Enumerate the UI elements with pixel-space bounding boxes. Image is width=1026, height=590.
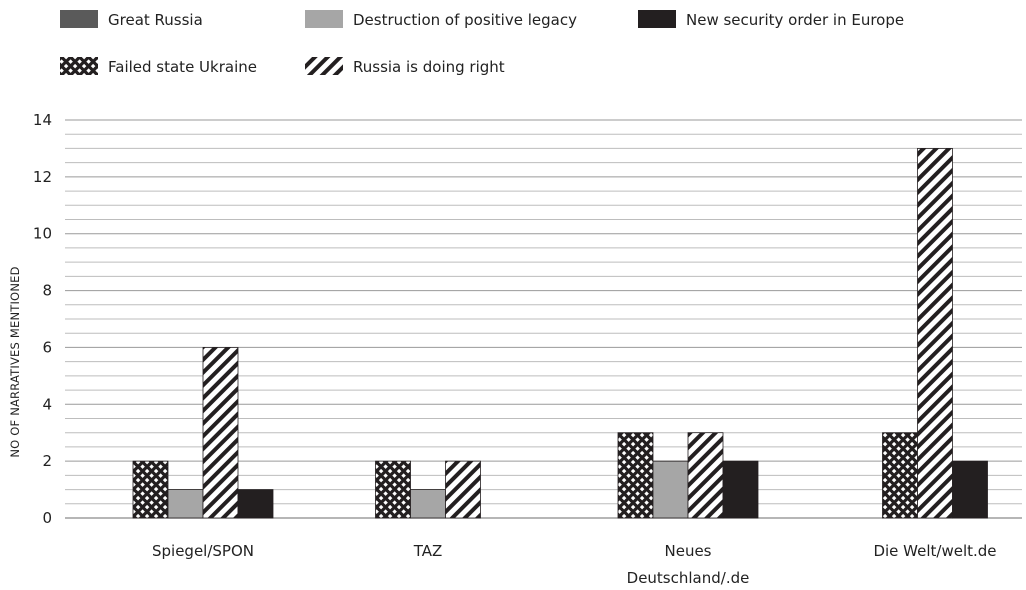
y-tick-label: 14 [33,111,52,129]
bar-russia-is-doing-right-2 [445,460,481,519]
x-category-label: Deutschland/.de [627,569,750,587]
y-axis: 0 2 4 6 8 10 12 14 [33,111,52,527]
legend-label: Failed state Ukraine [108,58,257,76]
bar-new-security-order-in-europe-1 [237,489,274,519]
legend-swatch [638,10,676,28]
bar-russia-is-doing-right-1 [202,347,239,519]
bar-new-security-order-in-europe-3 [722,460,759,519]
bar-failed-state-ukraine-3 [617,432,654,519]
x-category-label: Neues [665,542,712,560]
y-tick-label: 4 [42,395,52,413]
bar-destruction-of-positive-legacy-3 [652,460,689,519]
legend-item-great-russia: Great Russia [60,10,203,29]
legend-label: Great Russia [108,11,203,29]
bar-russia-is-doing-right-3 [687,432,724,519]
legend-swatch [305,10,343,28]
legend-item-new-security-order-in-europe: New security order in Europe [638,10,904,29]
bar-destruction-of-positive-legacy-2 [410,489,446,519]
bar-failed-state-ukraine-1 [132,460,169,519]
legend-label: New security order in Europe [686,11,904,29]
y-tick-label: 8 [42,282,52,300]
legend-swatch [60,57,98,75]
legend-item-destruction-of-positive-legacy: Destruction of positive legacy [305,10,577,29]
bar-russia-is-doing-right-4 [917,148,953,519]
x-axis: Spiegel/SPON TAZ Neues Deutschland/.de Die W… [152,542,997,587]
y-tick-label: 2 [42,452,52,470]
bar-failed-state-ukraine-4 [882,432,918,519]
legend-item-failed-state-ukraine: Failed state Ukraine [60,57,257,76]
y-tick-label: 10 [33,225,52,243]
legend-item-russia-is-doing-right: Russia is doing right [305,57,505,76]
legend-swatch [305,57,343,75]
bar-failed-state-ukraine-2 [375,460,411,519]
y-axis-label: NO OF NARRATIVES MENTIONED [8,266,22,457]
y-tick-label: 6 [42,338,52,356]
bar-new-security-order-in-europe-4 [952,460,988,519]
y-tick-label: 0 [42,509,52,527]
x-category-label: Die Welt/welt.de [873,542,996,560]
legend: Great Russia Destruction of positive lega… [60,10,904,76]
legend-label: Russia is doing right [353,58,505,76]
bar-destruction-of-positive-legacy-1 [167,489,204,519]
bars [132,148,988,519]
x-category-label: Spiegel/SPON [152,542,254,560]
x-category-label: TAZ [413,542,443,560]
legend-label: Destruction of positive legacy [353,11,577,29]
legend-swatch [60,10,98,28]
y-tick-label: 12 [33,168,52,186]
